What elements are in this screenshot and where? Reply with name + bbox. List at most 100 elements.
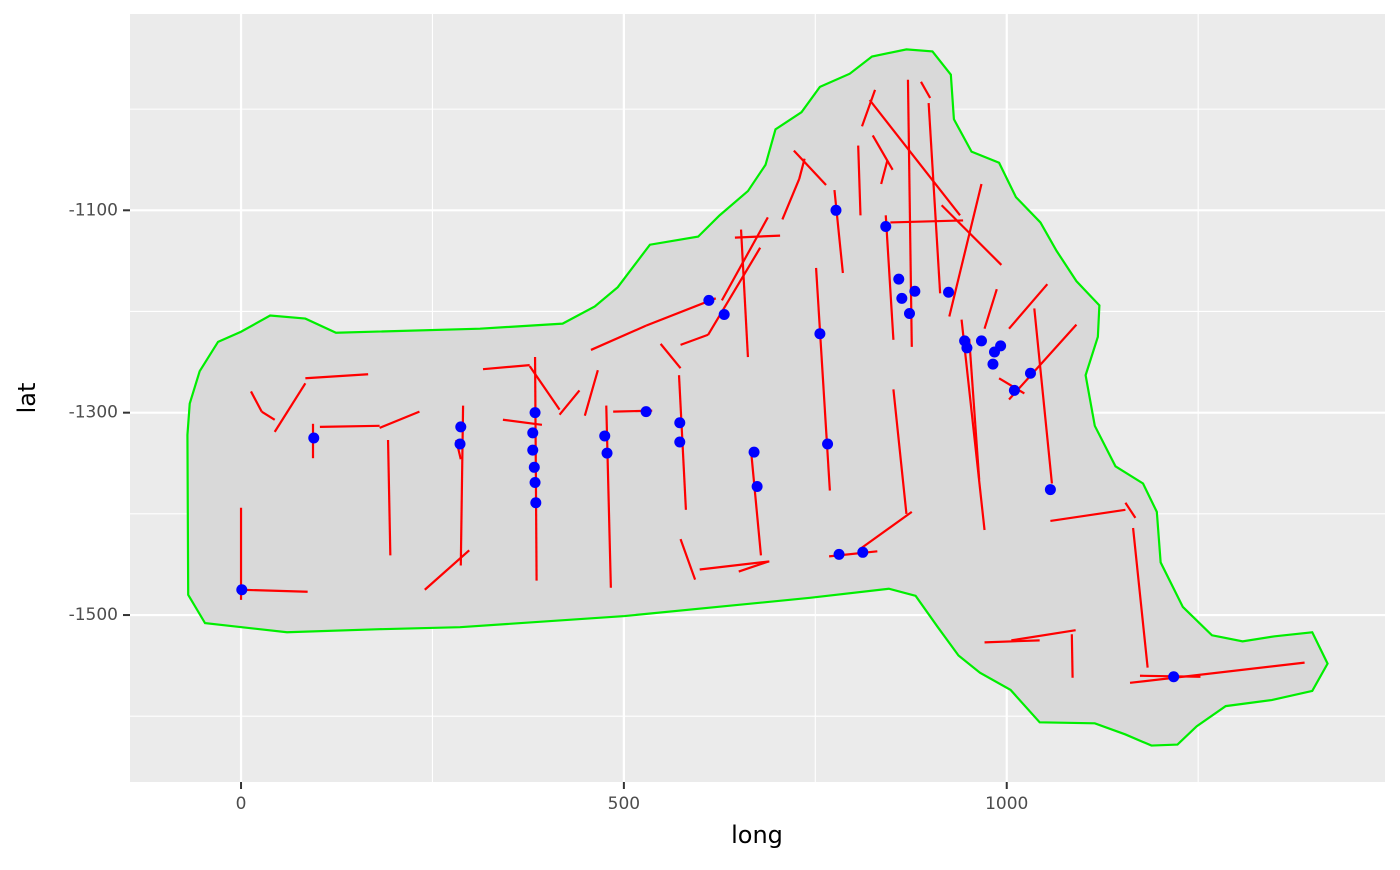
point <box>601 447 613 459</box>
segment <box>940 204 1003 266</box>
point <box>943 286 955 298</box>
segment <box>459 405 465 566</box>
point <box>822 438 834 450</box>
y-axis-title: lat <box>13 383 41 414</box>
segment <box>906 79 913 347</box>
segment <box>984 639 1040 644</box>
point <box>896 292 908 304</box>
point <box>640 406 652 418</box>
segment <box>793 149 827 186</box>
segment <box>1008 283 1049 330</box>
point <box>527 427 539 439</box>
segment <box>261 410 276 421</box>
marks <box>186 48 1329 747</box>
point <box>529 407 541 419</box>
segment <box>734 234 781 239</box>
x-tick-label: 500 <box>608 794 640 814</box>
point <box>961 342 973 354</box>
point <box>814 328 826 340</box>
boundary-polygon <box>186 48 1329 747</box>
segment <box>860 89 877 127</box>
y-tick-label: -1100 <box>69 200 118 220</box>
segment <box>250 390 263 413</box>
segment <box>1008 323 1078 401</box>
segment <box>892 389 908 514</box>
point <box>308 432 320 444</box>
segment <box>305 373 369 380</box>
point <box>599 430 611 442</box>
point <box>987 358 999 370</box>
segment <box>739 229 750 358</box>
segment <box>880 160 889 185</box>
segment <box>680 333 709 346</box>
y-tick-label: -1500 <box>69 605 118 625</box>
segment <box>738 560 769 573</box>
segment <box>1070 634 1074 678</box>
point <box>454 438 466 450</box>
segment <box>781 178 801 220</box>
segment <box>983 288 998 330</box>
point <box>527 444 539 456</box>
segment <box>859 510 913 551</box>
segment <box>502 418 543 426</box>
segment <box>679 538 697 581</box>
point <box>975 335 987 347</box>
point <box>748 446 760 458</box>
point <box>718 309 730 321</box>
segment <box>749 450 763 556</box>
segment <box>707 247 762 336</box>
x-tick-label: 1000 <box>985 794 1028 814</box>
point <box>674 436 686 448</box>
segment <box>920 81 932 99</box>
point <box>530 497 542 509</box>
segment <box>590 324 647 351</box>
point <box>236 584 248 596</box>
segment <box>319 424 380 428</box>
segment <box>1033 308 1054 484</box>
point <box>1024 367 1036 379</box>
segment <box>1129 661 1305 684</box>
segment <box>890 219 964 224</box>
segment <box>884 215 895 340</box>
axes: 0 500 1000 -1500 -1300 -1100 <box>69 200 1029 814</box>
segment <box>720 216 769 301</box>
point <box>893 273 905 285</box>
point <box>703 294 715 306</box>
point <box>857 546 869 558</box>
segment <box>699 560 770 571</box>
segment <box>659 343 682 369</box>
segment <box>960 319 986 531</box>
segment <box>482 364 530 371</box>
segment <box>379 410 420 429</box>
segment <box>558 389 581 416</box>
segment <box>871 134 894 171</box>
point <box>674 417 686 429</box>
point <box>903 308 915 320</box>
segment <box>1131 527 1149 668</box>
segment <box>1050 508 1126 523</box>
segment <box>868 99 961 217</box>
segment <box>386 439 392 556</box>
point <box>1044 484 1056 496</box>
point <box>830 204 842 216</box>
segment <box>948 183 983 317</box>
point <box>1168 671 1180 683</box>
segment <box>814 267 831 491</box>
point <box>995 340 1007 352</box>
segment <box>968 338 981 480</box>
point <box>1008 384 1020 396</box>
point <box>455 421 467 433</box>
segment <box>273 382 307 433</box>
segment <box>583 369 599 417</box>
segment <box>1124 502 1137 519</box>
point <box>751 481 763 493</box>
point <box>880 220 892 232</box>
x-tick-label: 0 <box>236 794 247 814</box>
segment <box>240 588 308 593</box>
point <box>528 461 540 473</box>
segment <box>798 158 806 180</box>
point <box>909 285 921 297</box>
y-tick-label: -1300 <box>69 403 118 423</box>
segment <box>1011 629 1076 642</box>
